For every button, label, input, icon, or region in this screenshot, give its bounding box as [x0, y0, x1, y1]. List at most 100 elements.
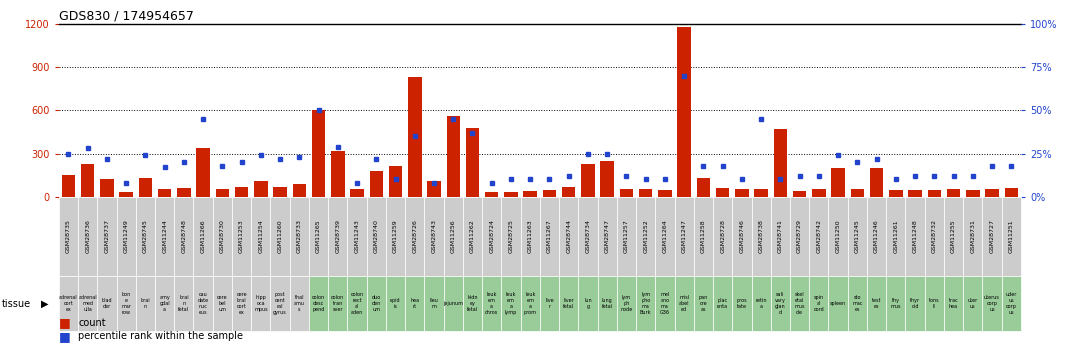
Bar	[59, 197, 78, 276]
Bar	[235, 187, 248, 197]
Bar	[177, 188, 190, 197]
Bar	[636, 197, 655, 276]
Bar	[809, 197, 828, 276]
Bar	[543, 190, 556, 197]
Bar	[136, 276, 155, 331]
Text: GSM28740: GSM28740	[374, 219, 378, 253]
Text: GSM28730: GSM28730	[220, 219, 224, 253]
Text: GSM28736: GSM28736	[86, 219, 90, 253]
Bar	[966, 190, 979, 197]
Bar	[251, 276, 270, 331]
Bar	[982, 197, 1002, 276]
Bar	[386, 276, 405, 331]
Text: colon
tran
sver: colon tran sver	[331, 295, 344, 312]
Text: liver
fetal: liver fetal	[563, 298, 574, 309]
Text: GSM28741: GSM28741	[778, 219, 783, 253]
Bar	[424, 276, 444, 331]
Bar	[870, 168, 883, 197]
Bar	[174, 276, 193, 331]
Bar	[328, 276, 347, 331]
Bar	[524, 191, 537, 197]
Text: GSM11264: GSM11264	[663, 219, 667, 253]
Text: hea
rt: hea rt	[410, 298, 419, 309]
Bar	[251, 197, 270, 276]
Bar	[790, 197, 809, 276]
Bar	[793, 191, 806, 197]
Bar	[828, 276, 848, 331]
Bar	[925, 197, 944, 276]
Bar	[694, 197, 713, 276]
Bar	[78, 276, 97, 331]
Bar	[139, 178, 152, 197]
Bar	[424, 197, 444, 276]
Text: tons
il: tons il	[929, 298, 940, 309]
Text: GSM28726: GSM28726	[413, 219, 417, 253]
Bar	[213, 276, 232, 331]
Text: amy
gdal
a: amy gdal a	[159, 295, 170, 312]
Text: lym
pho
ma
Burk: lym pho ma Burk	[640, 293, 651, 315]
Bar	[944, 276, 963, 331]
Bar	[505, 191, 517, 197]
Bar	[732, 197, 752, 276]
Bar	[755, 189, 768, 197]
Text: leuk
em
a
lymp: leuk em a lymp	[505, 293, 517, 315]
Bar	[578, 276, 598, 331]
Bar	[659, 190, 671, 197]
Text: cere
bel
um: cere bel um	[217, 295, 228, 312]
Bar	[559, 197, 578, 276]
Bar	[232, 276, 251, 331]
Text: GSM11261: GSM11261	[894, 219, 898, 253]
Text: uder
us
corp
us: uder us corp us	[1006, 293, 1017, 315]
Bar	[925, 276, 944, 331]
Bar	[485, 193, 498, 197]
Text: pan
cre
as: pan cre as	[699, 295, 708, 312]
Bar	[889, 190, 902, 197]
Bar	[197, 148, 210, 197]
Bar	[986, 189, 998, 197]
Bar	[328, 197, 347, 276]
Bar	[559, 276, 578, 331]
Bar	[675, 197, 694, 276]
Bar	[331, 151, 344, 197]
Text: post
cent
ral
gyrus: post cent ral gyrus	[274, 293, 286, 315]
Bar	[501, 276, 521, 331]
Bar	[832, 168, 845, 197]
Bar	[309, 276, 328, 331]
Text: GSM11260: GSM11260	[278, 219, 282, 253]
Bar	[812, 189, 825, 197]
Bar	[963, 276, 982, 331]
Text: GSM11263: GSM11263	[528, 219, 532, 253]
Text: GSM11249: GSM11249	[124, 219, 128, 253]
Text: GSM11265: GSM11265	[316, 219, 321, 253]
Text: spin
al
cord: spin al cord	[814, 295, 824, 312]
Bar	[848, 276, 867, 331]
Text: mel
ano
ma
G36: mel ano ma G36	[660, 293, 670, 315]
Text: thyr
oid: thyr oid	[910, 298, 920, 309]
Text: GSM28742: GSM28742	[817, 219, 821, 253]
Text: thy
mus: thy mus	[890, 298, 901, 309]
Text: GSM28743: GSM28743	[432, 219, 436, 253]
Text: GSM28734: GSM28734	[586, 219, 590, 253]
Text: GSM28727: GSM28727	[990, 219, 994, 253]
Bar	[232, 197, 251, 276]
Bar	[254, 181, 267, 197]
Text: blad
der: blad der	[102, 298, 112, 309]
Bar	[290, 197, 309, 276]
Text: lung
fetal: lung fetal	[602, 298, 613, 309]
Text: lun
g: lun g	[584, 298, 592, 309]
Text: GSM11258: GSM11258	[701, 219, 706, 253]
Text: GSM28729: GSM28729	[797, 219, 802, 253]
Bar	[482, 197, 501, 276]
Text: leuk
em
a
chros: leuk em a chros	[485, 293, 498, 315]
Bar	[155, 276, 174, 331]
Bar	[213, 197, 232, 276]
Text: GSM11259: GSM11259	[393, 219, 398, 253]
Text: GSM11254: GSM11254	[259, 219, 263, 253]
Bar	[193, 197, 213, 276]
Bar	[444, 197, 463, 276]
Text: retin
a: retin a	[756, 298, 766, 309]
Text: count: count	[78, 318, 106, 327]
Bar	[697, 178, 710, 197]
Bar	[928, 190, 941, 197]
Text: misl
abel
ed: misl abel ed	[679, 295, 690, 312]
